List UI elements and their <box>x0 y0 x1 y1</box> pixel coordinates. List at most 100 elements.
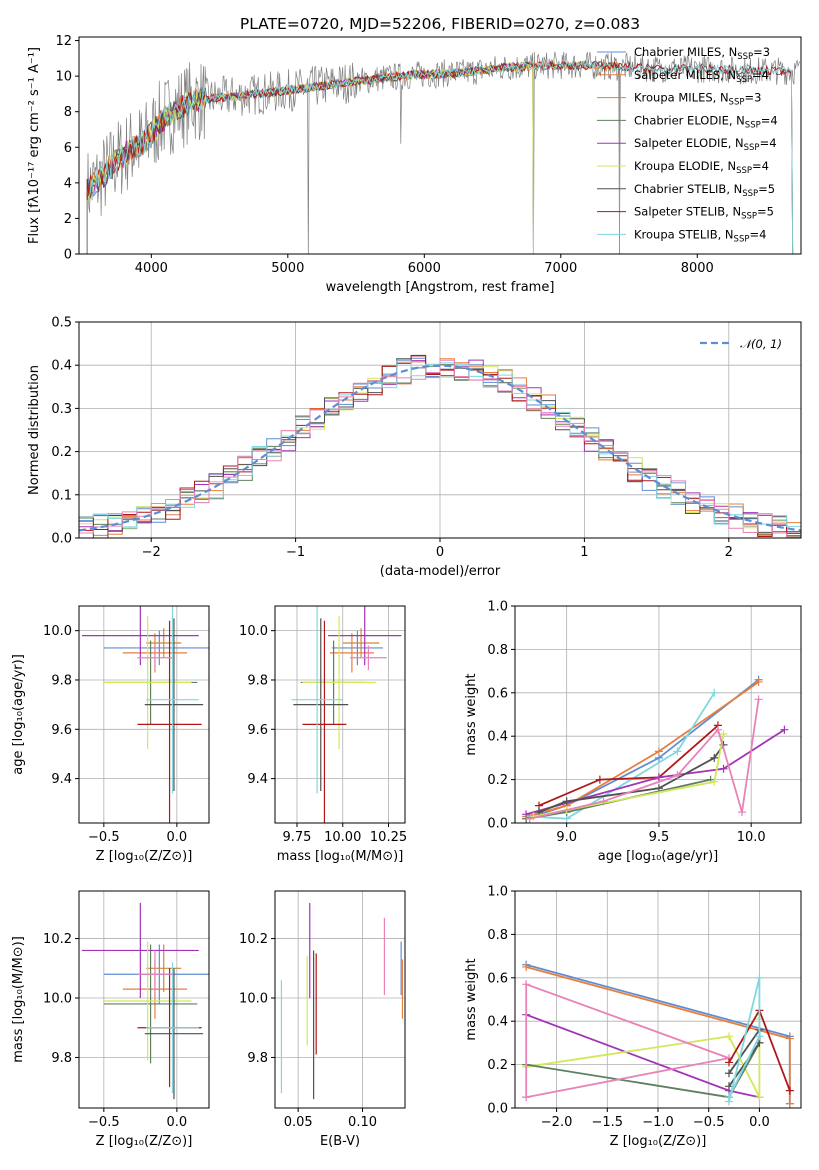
legend-text: =4 <box>752 159 769 173</box>
weight-point-marker <box>724 1069 733 1078</box>
histogram-step-line <box>79 359 801 538</box>
y-axis-label: Normed distribution <box>27 365 42 495</box>
x-tick-label: −1.0 <box>642 1115 674 1130</box>
observed-spectrum-line <box>86 51 800 254</box>
grid <box>515 605 801 824</box>
error-bar <box>342 628 380 658</box>
weight-point-marker <box>724 1032 733 1041</box>
weight-point-marker <box>673 747 682 756</box>
weight-point-marker <box>724 1093 733 1102</box>
model-fit-line <box>86 59 794 254</box>
legend-subscript: SSP <box>737 52 753 62</box>
weight-series <box>525 695 763 823</box>
legend-text: Kroupa ELODIE, N <box>634 159 736 173</box>
error-bar <box>146 944 182 993</box>
y-tick-label: 10.2 <box>239 932 268 947</box>
ticks: 9.75 10.00 10.25 9.4 9.6 9.8 10.0 <box>239 624 407 845</box>
weight-point-marker <box>755 1093 764 1102</box>
legend-subscript: SSP <box>745 120 761 130</box>
legend-subscript: SSP <box>736 75 752 85</box>
error-bar <box>331 630 384 666</box>
y-axis-label: mass weight <box>464 673 479 755</box>
weight-point-marker <box>754 695 763 704</box>
error-bar <box>146 606 199 794</box>
error-bar <box>291 606 343 794</box>
weight-series <box>724 973 764 1106</box>
x-tick-label: 0.0 <box>749 1115 770 1130</box>
x-tick-label: −0.5 <box>88 1115 120 1130</box>
weight-series-line <box>529 692 716 820</box>
legend-entry: Salpeter MILES, NSSP=4 <box>634 68 769 85</box>
error-bar <box>350 645 387 671</box>
y-tick-label: 9.4 <box>247 772 268 787</box>
legend-text: Chabrier STELIB, N <box>634 182 742 196</box>
y-tick-label: 0.6 <box>487 686 508 701</box>
age-vs-mass-panel: 9.75 10.00 10.25 9.4 9.6 9.8 10.0 mass [log₁₀(M… <box>239 605 407 864</box>
mass-vs-metallicity-panel: −0.5 0.0 9.8 10.0 10.2 Z [log₁₀(Z/Z⊙)] mass [l… <box>11 890 210 1149</box>
x-tick-label: 9.75 <box>282 830 311 845</box>
legend-text: =3 <box>744 91 761 105</box>
x-tick-label: 0.0 <box>167 830 188 845</box>
axes-frame <box>514 605 802 824</box>
x-tick-label: −2 <box>142 545 161 560</box>
weight-point-marker <box>780 725 789 734</box>
weight-point-marker <box>654 773 663 782</box>
spectrum-plot <box>86 51 800 254</box>
legend-text: =5 <box>758 182 775 196</box>
legend-entry: Salpeter STELIB, NSSP=5 <box>634 205 774 222</box>
weight-series-line <box>525 679 760 820</box>
error-bar <box>81 902 199 999</box>
y-tick-label: 0.8 <box>487 643 508 658</box>
weight-point-marker <box>713 725 722 734</box>
error-bar <box>81 606 199 666</box>
x-tick-label: 2 <box>725 545 733 560</box>
figure-title: PLATE=0720, MJD=52206, FIBERID=0270, z=0… <box>240 15 640 33</box>
y-tick-label: 10.2 <box>43 932 72 947</box>
error-bar <box>146 628 182 658</box>
y-axis-label: mass weight <box>464 958 479 1040</box>
x-tick-label: −2.0 <box>541 1115 573 1130</box>
y-tick-label: 0.2 <box>487 1058 508 1073</box>
errorbar-plot <box>81 902 209 1100</box>
axes-frame <box>78 321 802 539</box>
ticks: 9.0 9.5 10.0 0.0 0.2 0.4 0.6 0.8 1.0 <box>487 600 765 846</box>
legend-text: =4 <box>752 68 769 82</box>
y-tick-label: 0.4 <box>487 1015 508 1030</box>
grid <box>79 891 209 1108</box>
y-tick-label: 0.3 <box>51 402 72 417</box>
x-tick-label: 0.10 <box>348 1115 377 1130</box>
x-axis-label: Z [log₁₀(Z/Z⊙)] <box>96 1134 193 1149</box>
weight-point-marker <box>595 775 604 784</box>
ticks: −2 −1 0 1 2 0.0 0.1 0.2 0.3 0.4 0.5 <box>51 316 733 561</box>
legend-entry: Chabrier ELODIE, NSSP=4 <box>634 113 778 130</box>
legend-subscript: SSP <box>742 189 758 199</box>
y-tick-label: 2 <box>64 212 72 227</box>
ticks: −0.5 0.0 9.4 9.6 9.8 10.0 <box>43 624 187 845</box>
y-tick-label: 0.8 <box>487 928 508 943</box>
errorbar-plot <box>81 606 209 823</box>
y-tick-label: 0.1 <box>51 488 72 503</box>
x-tick-label: 9.0 <box>556 830 577 845</box>
x-tick-label: −0.5 <box>88 830 120 845</box>
weight-series <box>522 677 763 821</box>
legend-text: Chabrier MILES, N <box>634 45 737 59</box>
axes-frame <box>514 890 802 1109</box>
y-tick-label: 8 <box>64 105 72 120</box>
weight-point-marker <box>522 962 531 971</box>
y-tick-label: 10.0 <box>239 624 268 639</box>
y-tick-label: 10.0 <box>239 992 268 1007</box>
weight-series <box>534 721 722 810</box>
error-bar <box>146 962 199 1094</box>
error-bar <box>302 615 376 750</box>
error-bar <box>302 620 347 823</box>
weight-point-marker <box>710 688 719 697</box>
legend-text: =4 <box>760 136 777 150</box>
y-tick-label: 10.0 <box>43 992 72 1007</box>
weight-point-marker <box>754 677 763 686</box>
y-axis-label: Flux [fλ10⁻¹⁷ erg cm⁻² s⁻¹ A⁻¹] <box>27 47 42 244</box>
legend-text: Kroupa MILES, N <box>634 91 729 105</box>
x-tick-label: −1 <box>286 545 305 560</box>
y-tick-label: 9.8 <box>51 673 72 688</box>
legend-text: =5 <box>757 205 774 219</box>
